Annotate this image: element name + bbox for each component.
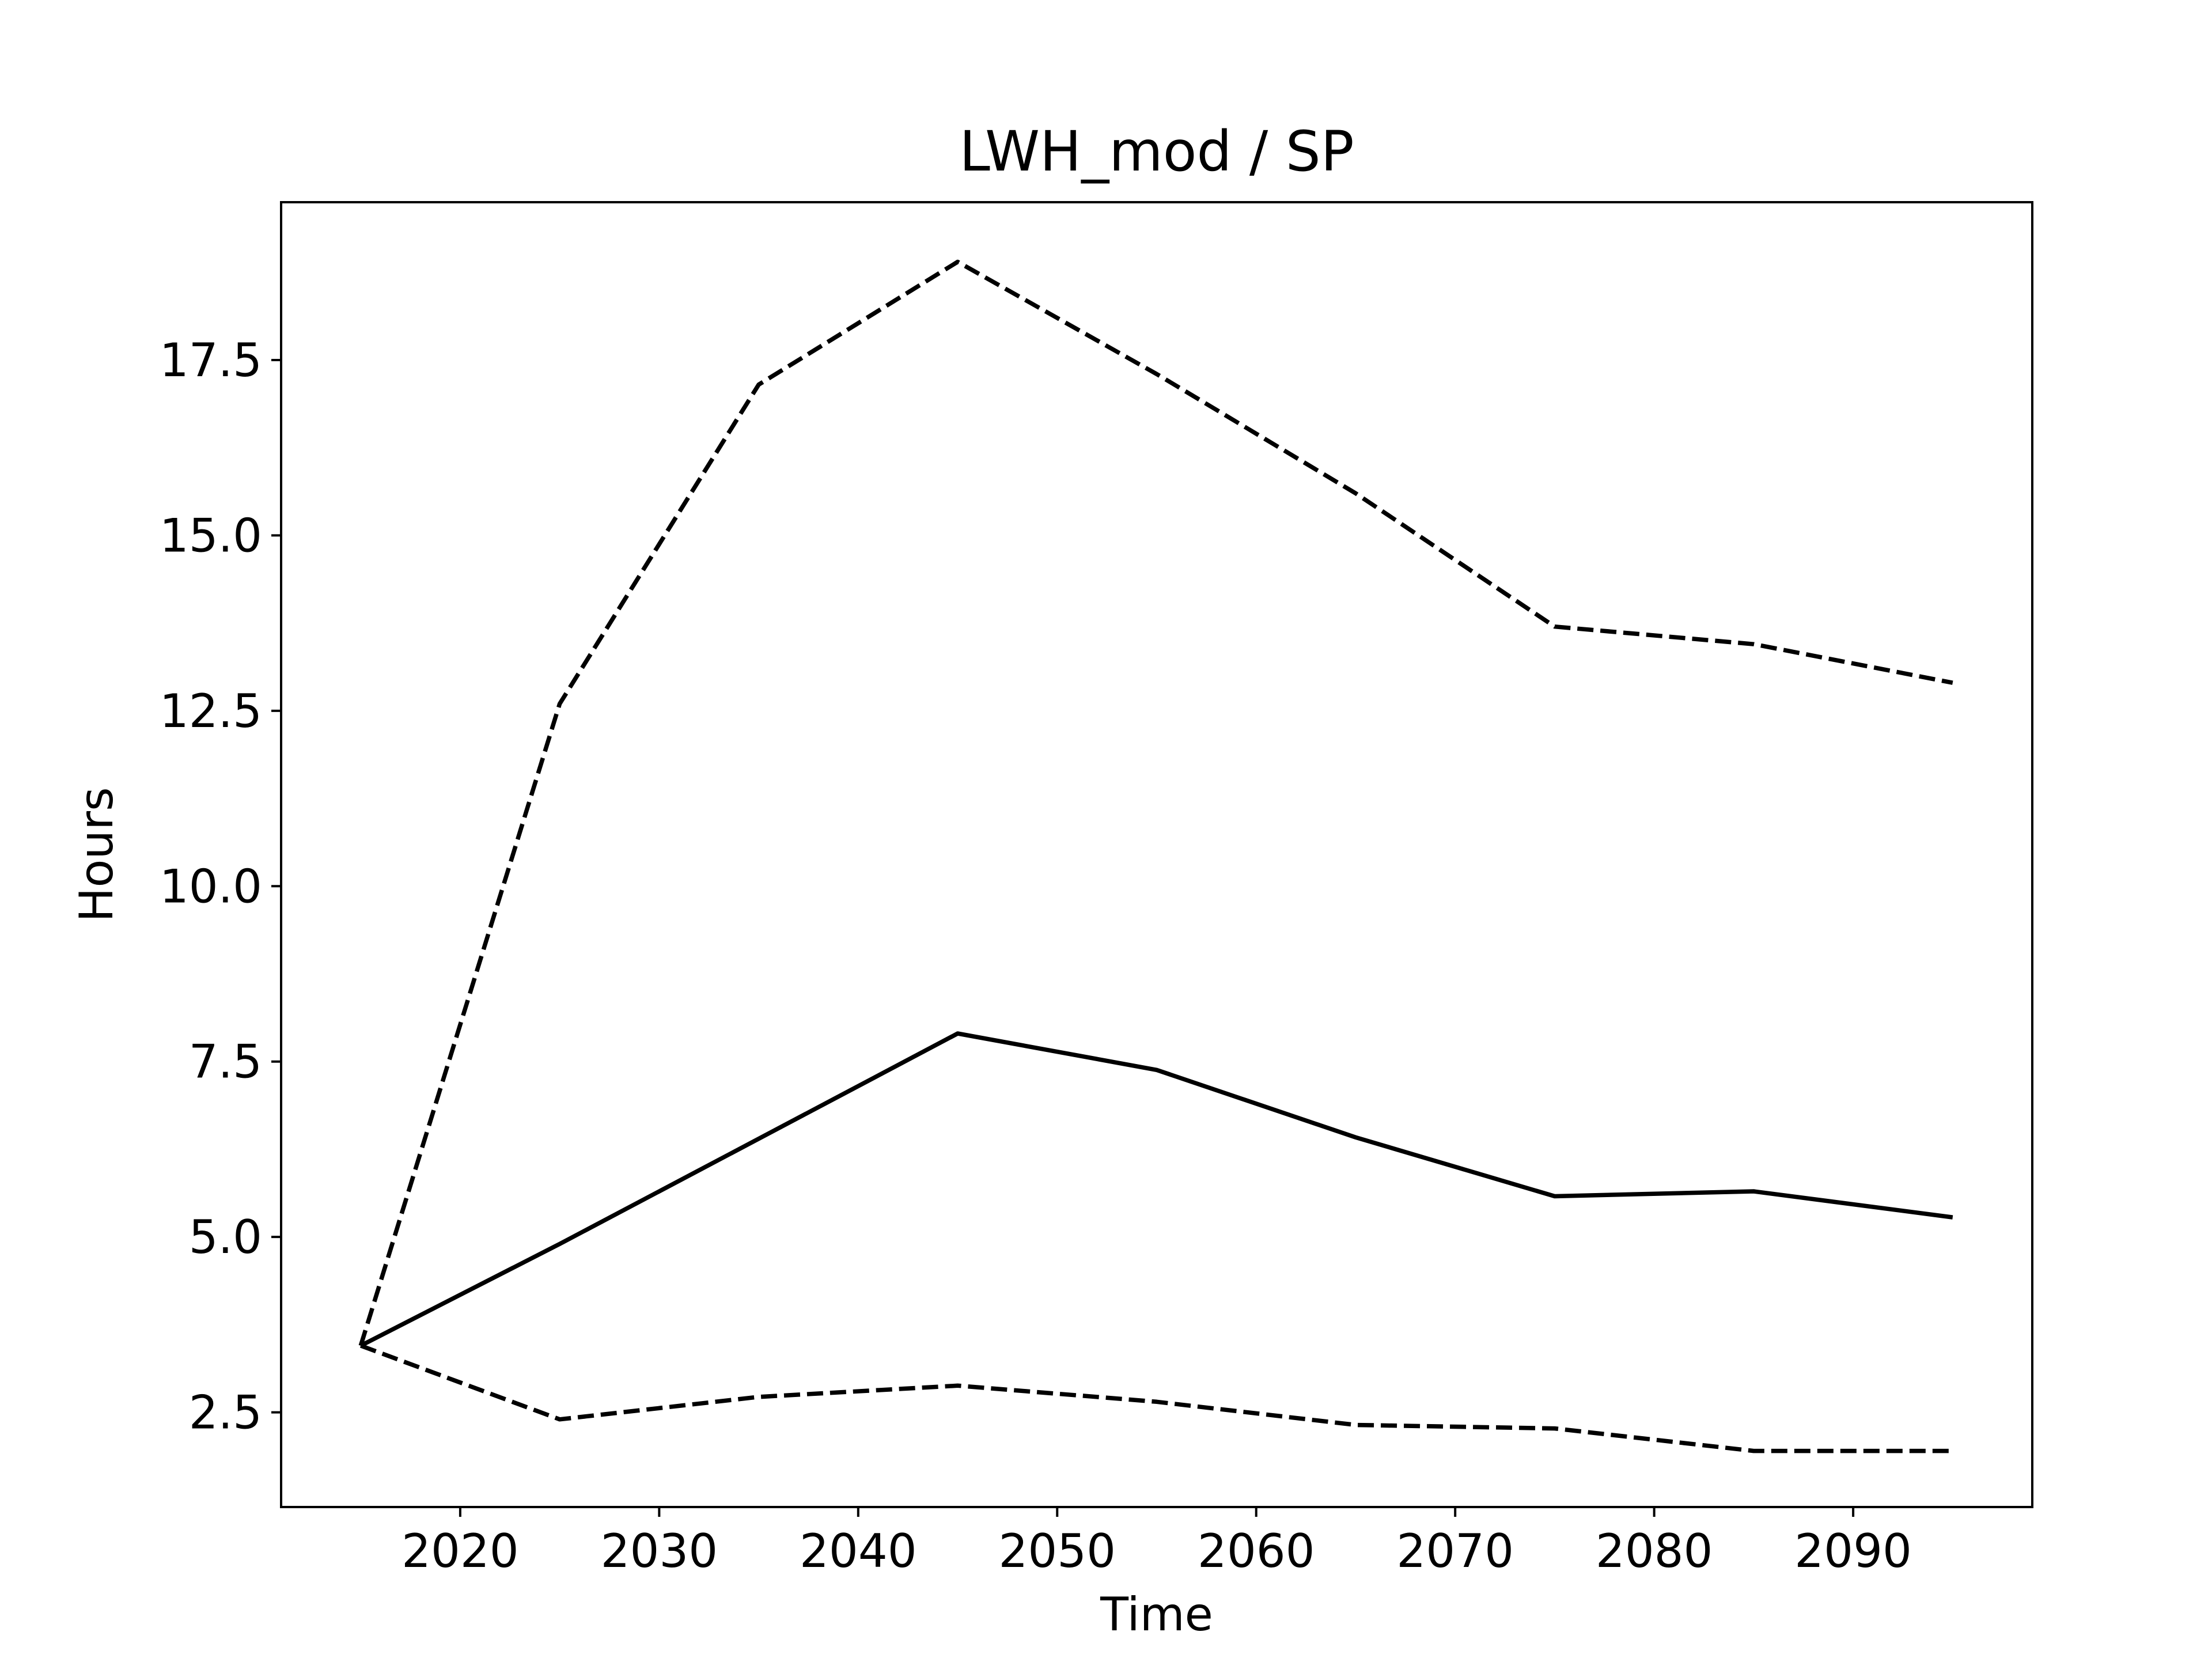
x-axis-label: Time bbox=[1100, 1588, 1213, 1641]
y-tick-label: 12.5 bbox=[160, 684, 262, 738]
x-tick-label: 2080 bbox=[1596, 1524, 1713, 1578]
x-tick-label: 2060 bbox=[1198, 1524, 1315, 1578]
x-tick-label: 2030 bbox=[601, 1524, 718, 1578]
y-tick-label: 2.5 bbox=[189, 1386, 262, 1440]
series-line-2 bbox=[358, 259, 1953, 1347]
series-layer bbox=[358, 259, 1953, 1453]
chart-title: LWH_mod / SP bbox=[959, 119, 1354, 184]
x-axis: 2020 2030 2040 2050 2060 2070 2080 2090 bbox=[402, 1507, 1912, 1578]
x-tick-label: 2050 bbox=[998, 1524, 1116, 1578]
plot-frame bbox=[280, 201, 2033, 1508]
x-tick-label: 2040 bbox=[800, 1524, 917, 1578]
y-tick-label: 7.5 bbox=[189, 1035, 262, 1089]
series-line-1 bbox=[359, 1031, 1953, 1348]
x-tick-label: 2090 bbox=[1794, 1524, 1912, 1578]
y-axis-label: Hours bbox=[70, 787, 123, 922]
x-tick-label: 2020 bbox=[402, 1524, 519, 1578]
y-tick-label: 17.5 bbox=[160, 334, 262, 387]
y-tick-label: 5.0 bbox=[189, 1210, 262, 1264]
y-axis: 2.5 5.0 7.5 10.0 12.5 15.0 17.5 bbox=[160, 334, 281, 1440]
x-tick-label: 2070 bbox=[1396, 1524, 1514, 1578]
series-line-3 bbox=[359, 1343, 1953, 1453]
y-tick-label: 15.0 bbox=[160, 509, 262, 562]
y-tick-label: 10.0 bbox=[160, 860, 262, 913]
